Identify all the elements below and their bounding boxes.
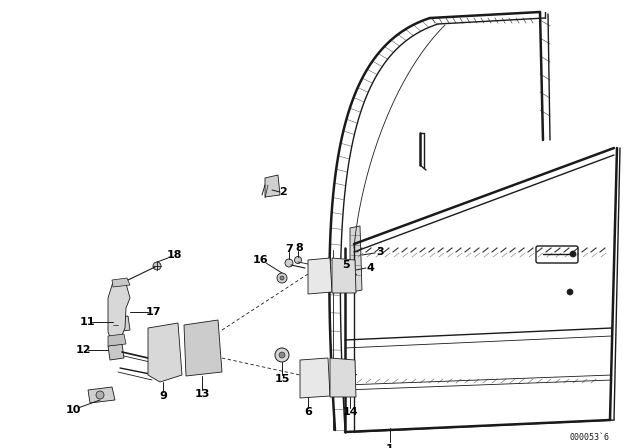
- Text: 6: 6: [304, 407, 312, 417]
- Polygon shape: [300, 358, 330, 398]
- Circle shape: [160, 337, 166, 343]
- Text: 4: 4: [366, 263, 374, 273]
- Polygon shape: [108, 334, 126, 346]
- Circle shape: [156, 353, 170, 367]
- Polygon shape: [265, 175, 280, 197]
- Polygon shape: [88, 387, 115, 403]
- Circle shape: [199, 355, 205, 361]
- Text: 000053`6: 000053`6: [570, 434, 610, 443]
- Polygon shape: [184, 320, 222, 376]
- Polygon shape: [330, 358, 356, 397]
- Circle shape: [277, 273, 287, 283]
- Circle shape: [348, 380, 354, 386]
- Circle shape: [275, 348, 289, 362]
- Text: 2: 2: [279, 187, 287, 197]
- Circle shape: [312, 268, 320, 276]
- Circle shape: [156, 333, 170, 347]
- Text: 1: 1: [386, 444, 394, 448]
- Polygon shape: [108, 344, 124, 360]
- Text: 3: 3: [376, 247, 384, 257]
- Text: 18: 18: [166, 250, 182, 260]
- Circle shape: [570, 251, 576, 257]
- Text: 14: 14: [342, 407, 358, 417]
- Text: 11: 11: [79, 317, 95, 327]
- Text: 10: 10: [65, 405, 81, 415]
- Circle shape: [195, 331, 209, 345]
- Polygon shape: [350, 226, 362, 292]
- Circle shape: [96, 391, 104, 399]
- Circle shape: [337, 365, 343, 371]
- Circle shape: [199, 335, 205, 341]
- Circle shape: [339, 280, 345, 286]
- Circle shape: [350, 267, 356, 273]
- Circle shape: [195, 351, 209, 365]
- Circle shape: [337, 380, 343, 386]
- Polygon shape: [108, 280, 130, 342]
- Circle shape: [160, 357, 166, 363]
- Text: 5: 5: [342, 260, 350, 270]
- Circle shape: [305, 369, 313, 377]
- Circle shape: [280, 276, 284, 280]
- Text: 9: 9: [159, 391, 167, 401]
- Circle shape: [153, 262, 161, 270]
- Circle shape: [279, 352, 285, 358]
- Polygon shape: [113, 316, 130, 332]
- Circle shape: [322, 268, 330, 276]
- Circle shape: [350, 281, 356, 287]
- Text: 7: 7: [285, 244, 293, 254]
- Polygon shape: [308, 258, 332, 294]
- Text: 8: 8: [295, 243, 303, 253]
- Polygon shape: [332, 258, 356, 293]
- Circle shape: [294, 257, 301, 263]
- Circle shape: [339, 265, 345, 271]
- Text: 12: 12: [76, 345, 91, 355]
- Circle shape: [285, 259, 293, 267]
- Circle shape: [348, 365, 354, 371]
- Circle shape: [567, 289, 573, 295]
- Circle shape: [316, 369, 324, 377]
- Text: 16: 16: [253, 255, 269, 265]
- Text: 17: 17: [145, 307, 161, 317]
- Text: 13: 13: [195, 389, 210, 399]
- Polygon shape: [112, 278, 130, 287]
- Text: 15: 15: [275, 374, 290, 384]
- Polygon shape: [148, 323, 182, 382]
